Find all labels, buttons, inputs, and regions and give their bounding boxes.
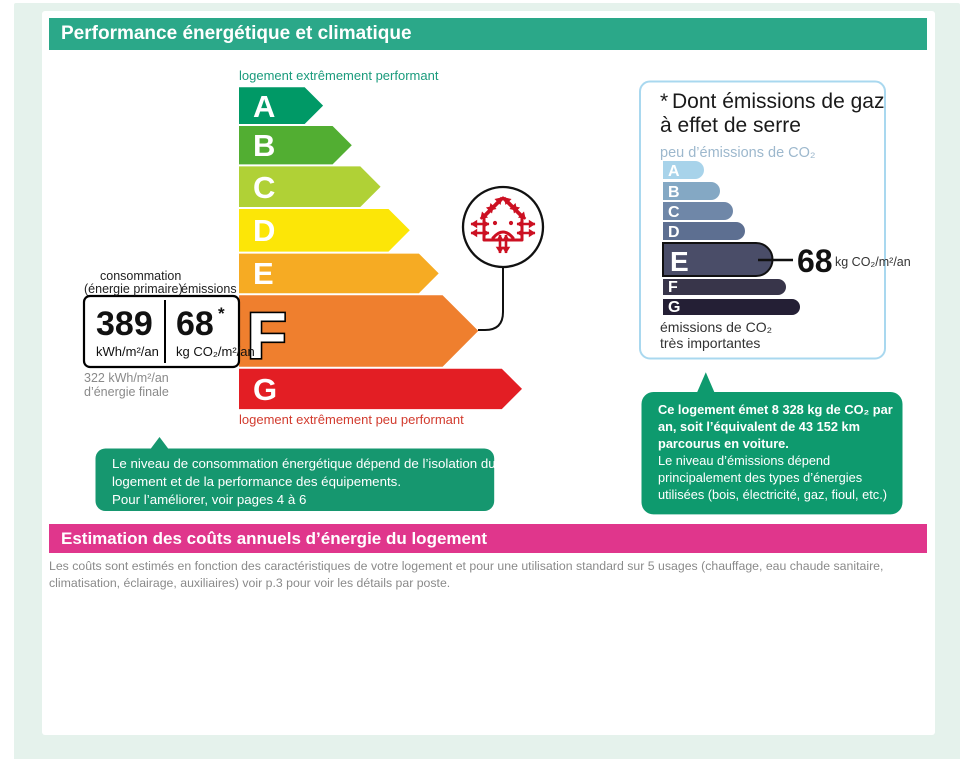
svg-text:68: 68	[176, 305, 214, 343]
svg-text:A: A	[668, 163, 680, 180]
svg-text:B: B	[253, 128, 275, 163]
svg-text:peu d’émissions de CO₂: peu d’émissions de CO₂	[660, 145, 816, 161]
svg-text:principalement des types d’éne: principalement des types d’énergies	[658, 470, 862, 485]
svg-text:Pour l’améliorer, voir pages 4: Pour l’améliorer, voir pages 4 à 6	[112, 492, 306, 507]
svg-text:émissions de CO₂: émissions de CO₂	[660, 319, 772, 335]
svg-text:kg CO₂/m²/an: kg CO₂/m²/an	[176, 344, 255, 359]
svg-text:389: 389	[96, 305, 153, 343]
svg-text:Le niveau de consommation éner: Le niveau de consommation énergétique dé…	[112, 456, 496, 471]
svg-text:Ce logement émet 8 328 kg de C: Ce logement émet 8 328 kg de CO₂ par	[658, 402, 893, 417]
svg-text:B: B	[668, 184, 680, 201]
svg-text:*: *	[218, 304, 225, 323]
svg-text:kWh/m²/an: kWh/m²/an	[96, 344, 159, 359]
svg-text:émissions: émissions	[181, 282, 237, 296]
svg-text:F: F	[247, 299, 287, 372]
svg-text:G: G	[668, 299, 680, 316]
svg-text:E: E	[253, 256, 274, 291]
svg-text:*: *	[660, 90, 668, 113]
svg-text:D: D	[668, 224, 680, 241]
svg-text:C: C	[668, 204, 680, 221]
svg-text:G: G	[253, 372, 277, 407]
svg-text:logement extrêmement peu perfo: logement extrêmement peu performant	[239, 412, 464, 427]
svg-text:très importantes: très importantes	[660, 335, 760, 351]
svg-text:d’énergie finale: d’énergie finale	[84, 385, 169, 399]
svg-text:E: E	[670, 246, 689, 277]
svg-text:à effet de serre: à effet de serre	[660, 114, 801, 137]
svg-text:kg CO₂/m²/an: kg CO₂/m²/an	[835, 255, 911, 269]
svg-text:Le niveau d’émissions dépend: Le niveau d’émissions dépend	[658, 453, 830, 468]
svg-text:A: A	[253, 89, 275, 124]
svg-text:logement et de la performance: logement et de la performance des équipe…	[112, 474, 401, 489]
svg-text:consommation: consommation	[100, 269, 181, 283]
svg-text:68: 68	[797, 243, 833, 279]
svg-text:Dont émissions de gaz: Dont émissions de gaz	[672, 90, 884, 113]
svg-text:utilisées (bois, électricité,: utilisées (bois, électricité, gaz, fioul…	[658, 487, 887, 502]
svg-text:climatisation, éclairage, auxi: climatisation, éclairage, auxiliaires) v…	[49, 576, 450, 590]
svg-text:an, soit l’équivalent de 43 15: an, soit l’équivalent de 43 152 km	[658, 419, 860, 434]
svg-text:D: D	[253, 213, 275, 248]
svg-text:Les coûts sont estimés en fonc: Les coûts sont estimés en fonction des c…	[49, 559, 883, 573]
svg-text:parcourus en voiture.: parcourus en voiture.	[658, 436, 789, 451]
svg-text:(énergie primaire): (énergie primaire)	[84, 282, 183, 296]
svg-text:F: F	[668, 279, 678, 296]
svg-text:logement extrêmement performan: logement extrêmement performant	[239, 68, 439, 83]
svg-text:C: C	[253, 170, 275, 205]
svg-text:322 kWh/m²/an: 322 kWh/m²/an	[84, 371, 169, 385]
